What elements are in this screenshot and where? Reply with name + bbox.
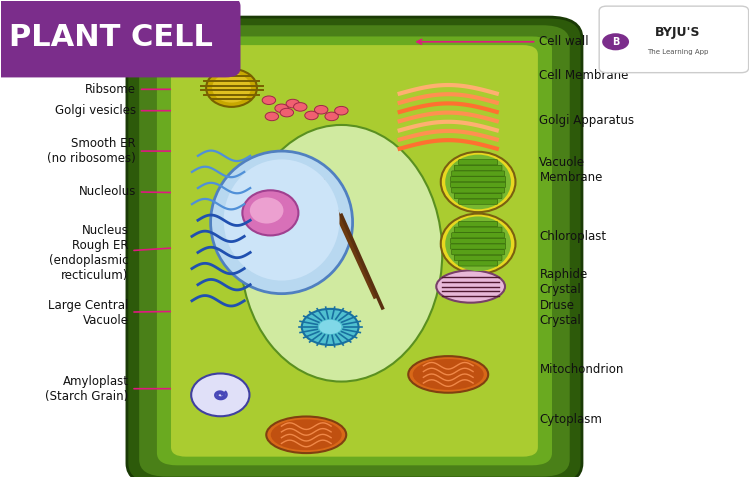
Circle shape [274,104,288,113]
Circle shape [334,107,348,115]
Text: Chloroplast: Chloroplast [507,230,607,243]
Circle shape [262,96,275,105]
Text: Druse
Crystal: Druse Crystal [361,299,581,331]
Ellipse shape [408,356,488,393]
FancyBboxPatch shape [599,6,748,73]
FancyBboxPatch shape [451,182,506,187]
Ellipse shape [441,152,515,212]
Ellipse shape [441,214,515,274]
Ellipse shape [271,419,342,450]
Ellipse shape [446,217,511,271]
Text: PLANT CELL: PLANT CELL [9,22,213,52]
FancyBboxPatch shape [156,35,553,466]
Text: The Learning App: The Learning App [647,49,708,55]
FancyBboxPatch shape [0,0,241,77]
Ellipse shape [241,125,442,381]
Text: Raphide
Crystal: Raphide Crystal [506,268,588,296]
Text: Mitochondrion: Mitochondrion [484,363,624,376]
Text: Cell wall: Cell wall [417,35,589,48]
Circle shape [314,106,328,114]
FancyBboxPatch shape [459,199,497,204]
Text: Smooth ER
(no ribosomes): Smooth ER (no ribosomes) [47,137,221,165]
FancyBboxPatch shape [451,239,506,244]
FancyBboxPatch shape [127,17,582,478]
Text: Golgi vesicles: Golgi vesicles [55,104,273,117]
Circle shape [325,112,338,120]
Circle shape [319,320,341,334]
Ellipse shape [191,373,250,416]
Text: Large Central
Vacuole: Large Central Vacuole [48,299,250,326]
Circle shape [266,112,278,120]
FancyBboxPatch shape [454,227,502,232]
FancyBboxPatch shape [454,165,502,171]
FancyBboxPatch shape [459,221,497,227]
FancyBboxPatch shape [459,160,497,165]
Ellipse shape [250,197,284,224]
FancyBboxPatch shape [452,171,505,176]
FancyBboxPatch shape [451,176,506,182]
Text: Ribsome: Ribsome [85,83,232,96]
Ellipse shape [224,159,340,281]
Text: Nucleus
Rough ER
(endoplasmic
recticulum): Nucleus Rough ER (endoplasmic recticulum… [49,224,236,282]
Circle shape [602,33,629,50]
Text: Vacuole
Membrane: Vacuole Membrane [484,156,603,184]
Ellipse shape [212,73,251,103]
FancyBboxPatch shape [451,244,506,249]
Ellipse shape [413,359,484,390]
Text: Cell Membrane: Cell Membrane [454,68,628,82]
Text: Cytoplasm: Cytoplasm [432,413,602,426]
Circle shape [293,103,307,111]
Ellipse shape [266,416,346,453]
Text: Amyloplast
(Starch Grain): Amyloplast (Starch Grain) [45,375,221,402]
FancyBboxPatch shape [452,233,505,238]
Circle shape [302,309,358,345]
Text: Nucleolus: Nucleolus [79,185,251,198]
Text: Golgi Apparatus: Golgi Apparatus [484,114,634,127]
FancyBboxPatch shape [452,250,505,255]
Ellipse shape [446,155,511,209]
FancyBboxPatch shape [454,255,502,261]
Ellipse shape [211,151,352,293]
FancyBboxPatch shape [454,194,502,199]
Text: B: B [612,37,620,47]
FancyBboxPatch shape [452,188,505,193]
FancyBboxPatch shape [138,24,571,478]
Ellipse shape [436,271,505,303]
Ellipse shape [206,69,257,107]
Circle shape [304,111,318,120]
Ellipse shape [242,190,298,236]
Text: BYJU'S: BYJU'S [655,26,700,39]
Circle shape [280,109,293,117]
FancyBboxPatch shape [171,45,538,456]
FancyBboxPatch shape [459,261,497,266]
Circle shape [286,99,299,108]
